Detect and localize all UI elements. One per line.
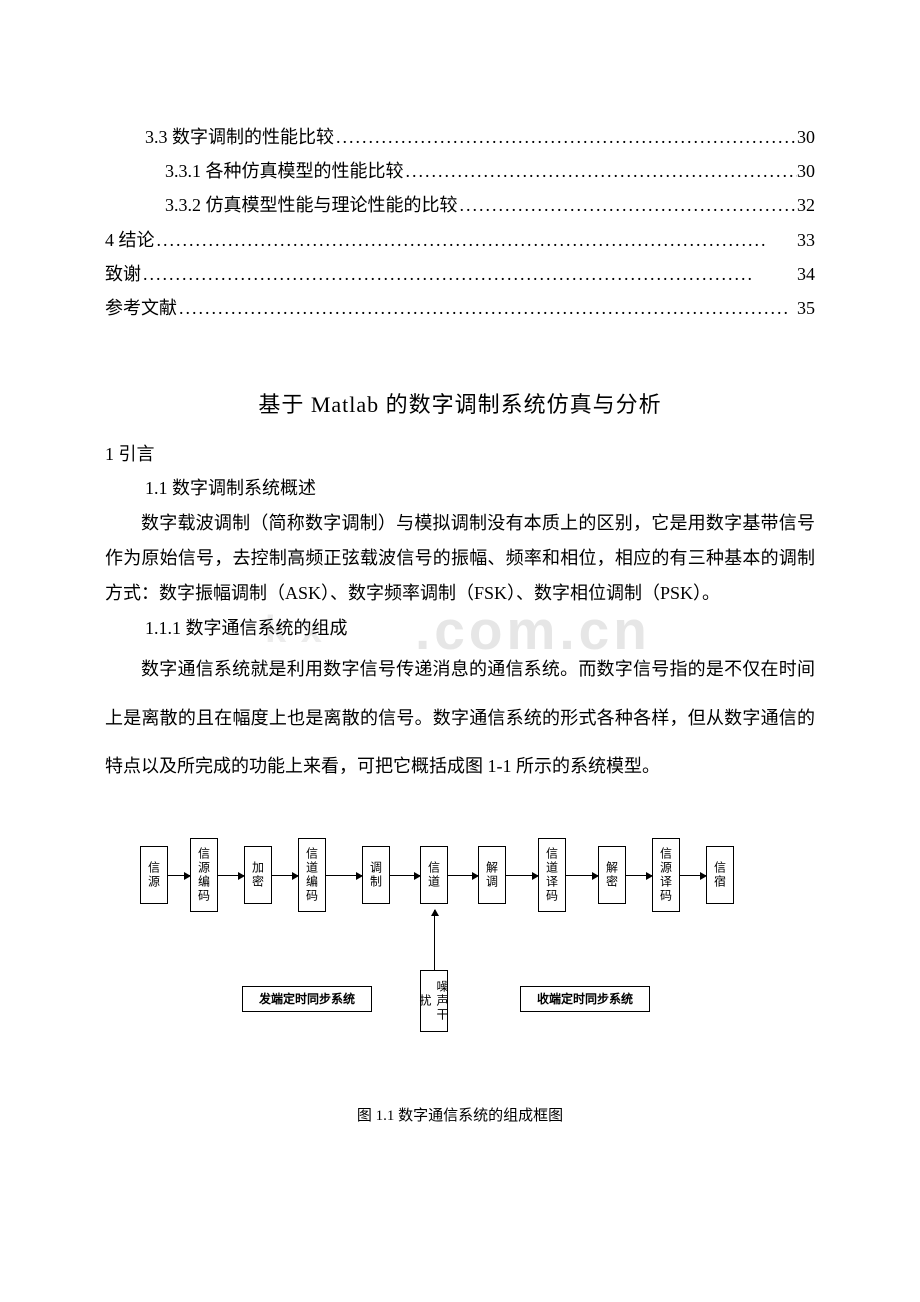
figure-caption: 图 1.1 数字通信系统的组成框图: [105, 1104, 815, 1125]
diagram-node: 调制: [362, 846, 390, 904]
toc-entry: 4 结论 33: [105, 223, 815, 257]
diagram-node: 信源编码: [190, 838, 218, 912]
toc-leader-dots: [404, 154, 798, 188]
toc-entry: 3.3 数字调制的性能比较 30: [105, 120, 815, 154]
toc-leader-dots: [155, 223, 798, 257]
paragraph-2: 数字通信系统就是利用数字信号传递消息的通信系统。而数字信号指的是不仅在时间上是离…: [105, 645, 815, 791]
diagram-arrow: [566, 875, 598, 876]
toc-label: 4 结论: [105, 223, 155, 257]
toc-label: 3.3.1 各种仿真模型的性能比较: [165, 154, 404, 188]
diagram-node: 信源译码: [652, 838, 680, 912]
diagram-arrow: [390, 875, 420, 876]
toc-entry: 3.3.1 各种仿真模型的性能比较 30: [105, 154, 815, 188]
toc-entry: 3.3.2 仿真模型性能与理论性能的比较 32: [105, 188, 815, 222]
diagram-node: 加密: [244, 846, 272, 904]
diagram-arrow: [506, 875, 538, 876]
toc-label: 参考文献: [105, 291, 177, 325]
page-content: 3.3 数字调制的性能比较303.3.1 各种仿真模型的性能比较303.3.2 …: [105, 120, 815, 1125]
diagram-node: 信源: [140, 846, 168, 904]
document-title: 基于 Matlab 的数字调制系统仿真与分析: [105, 387, 815, 419]
toc-page-number: 34: [797, 257, 815, 291]
paragraph-1: 数字载波调制（简称数字调制）与模拟调制没有本质上的区别，它是用数字基带信号作为原…: [105, 506, 815, 611]
toc-entry: 致谢 34: [105, 257, 815, 291]
diagram-arrow: [326, 875, 362, 876]
diagram-node: 解调: [478, 846, 506, 904]
diagram-arrow: [448, 875, 478, 876]
table-of-contents: 3.3 数字调制的性能比较303.3.1 各种仿真模型的性能比较303.3.2 …: [105, 120, 815, 325]
diagram-node: 收端定时同步系统: [520, 986, 650, 1012]
toc-page-number: 33: [797, 223, 815, 257]
diagram-node: 解密: [598, 846, 626, 904]
toc-leader-dots: [177, 291, 797, 325]
diagram-node: 信道: [420, 846, 448, 904]
toc-entry: 参考文献 35: [105, 291, 815, 325]
diagram-arrow: [680, 875, 706, 876]
diagram-arrow: [272, 875, 298, 876]
heading-2: 1.1 数字调制系统概述: [105, 471, 815, 505]
toc-leader-dots: [334, 120, 797, 154]
toc-label: 致谢: [105, 257, 141, 291]
diagram-node: 发端定时同步系统: [242, 986, 372, 1012]
toc-leader-dots: [458, 188, 798, 222]
diagram-arrow: [626, 875, 652, 876]
heading-1: 1 引言: [105, 437, 815, 471]
diagram-node: 信宿: [706, 846, 734, 904]
toc-page-number: 30: [797, 154, 815, 188]
diagram-arrow: [434, 910, 435, 970]
heading-3: 1.1.1 数字通信系统的组成: [105, 611, 815, 645]
toc-page-number: 35: [797, 291, 815, 325]
block-diagram: 信源信源编码加密信道编码 调制信道解调 信道译码 解密信源译码信宿发端定时同步系统 噪声…: [140, 826, 780, 1076]
toc-leader-dots: [141, 257, 797, 291]
diagram-node: 信道编码: [298, 838, 326, 912]
diagram-arrow: [168, 875, 190, 876]
toc-label: 3.3 数字调制的性能比较: [145, 120, 334, 154]
toc-label: 3.3.2 仿真模型性能与理论性能的比较: [165, 188, 458, 222]
toc-page-number: 32: [797, 188, 815, 222]
diagram-arrow: [218, 875, 244, 876]
toc-page-number: 30: [797, 120, 815, 154]
diagram-node: 信道译码: [538, 838, 566, 912]
diagram-node: 噪声干扰: [420, 970, 448, 1032]
